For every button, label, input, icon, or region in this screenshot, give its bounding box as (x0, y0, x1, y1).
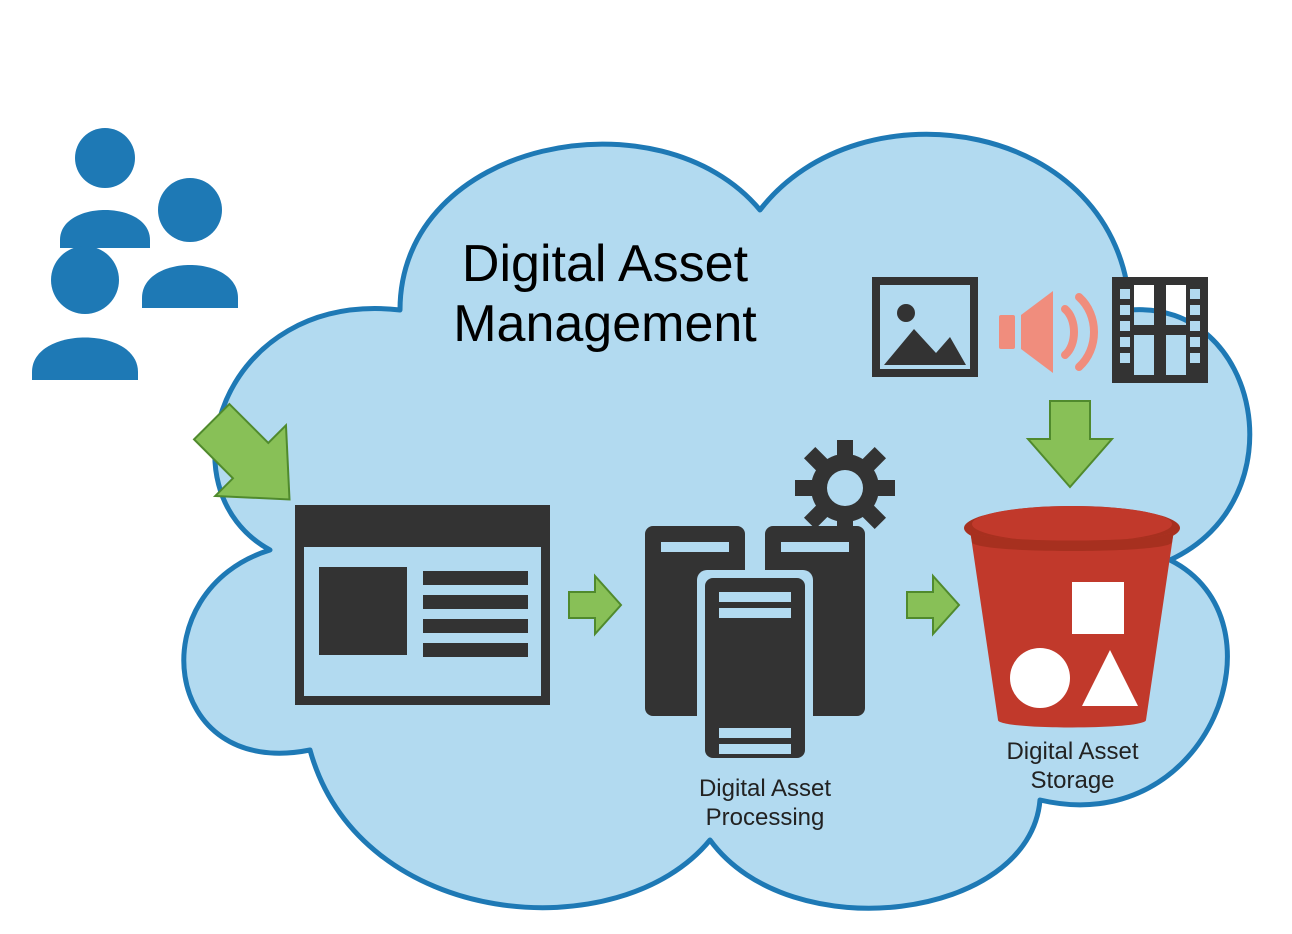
title-line1: Digital Asset (462, 235, 748, 293)
arrow-servers-to-bucket (903, 570, 963, 640)
diagram-stage: Digital Asset Management (0, 0, 1292, 934)
bucket-caption-line2: Storage (1030, 767, 1114, 794)
servers-caption-line1: Digital Asset (699, 775, 831, 802)
title-line2: Management (453, 295, 757, 353)
image-asset-icon (870, 275, 980, 385)
bucket-caption-line1: Digital Asset (1006, 738, 1138, 765)
servers-caption: Digital Asset Processing (650, 775, 880, 833)
storage-bucket-icon (960, 500, 1185, 735)
diagram-title: Digital Asset Management (395, 235, 815, 355)
arrow-assets-to-bucket (1020, 395, 1120, 495)
arrow-ui-to-servers (565, 570, 625, 640)
users-icon (10, 120, 260, 380)
servers-icon (635, 440, 905, 770)
film-asset-icon (1110, 275, 1210, 385)
ui-window-icon (295, 505, 550, 705)
bucket-caption: Digital Asset Storage (960, 738, 1185, 796)
audio-asset-icon (995, 285, 1105, 380)
servers-caption-line2: Processing (706, 804, 825, 831)
